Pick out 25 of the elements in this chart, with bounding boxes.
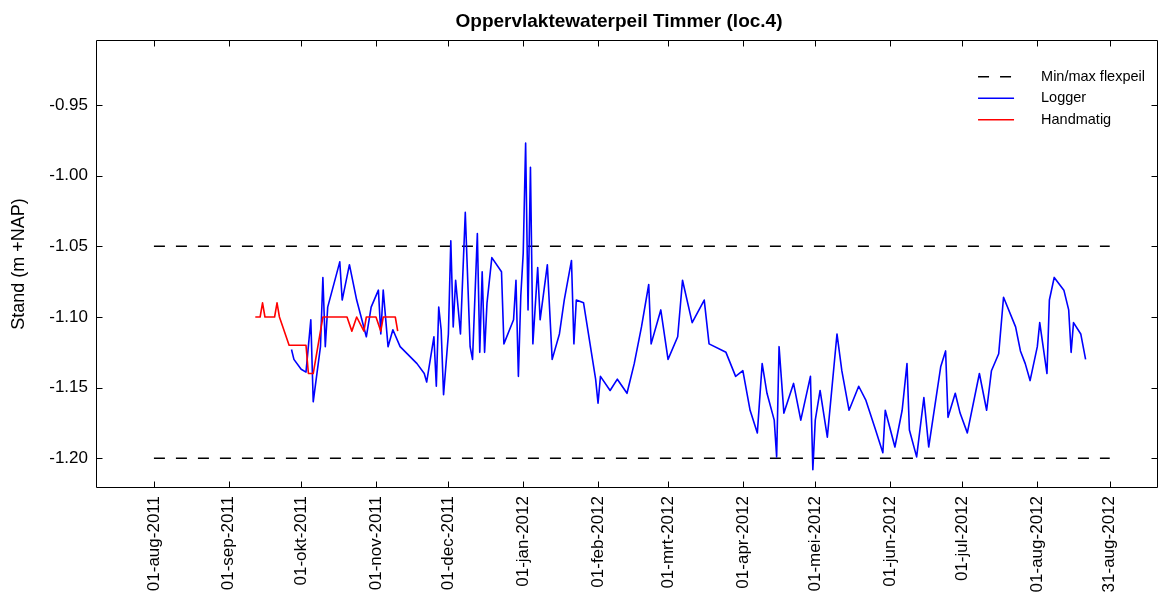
x-tick-label: 01-mrt-2012 xyxy=(657,496,677,589)
y-tick-label: -1.15 xyxy=(49,377,88,397)
x-tick-label: 01-aug-2011 xyxy=(143,496,163,592)
y-tick-label: -1.10 xyxy=(49,306,88,326)
legend-label: Min/max flexpeil xyxy=(1041,67,1145,84)
x-tick-label: 01-jan-2012 xyxy=(512,496,532,587)
chart-title: Oppervlaktewaterpeil Timmer (loc.4) xyxy=(455,10,783,32)
x-tick-label: 01-mei-2012 xyxy=(804,496,824,592)
x-tick-label: 01-aug-2012 xyxy=(1027,496,1047,593)
x-tick-label: 01-sep-2011 xyxy=(218,496,238,591)
x-tick-label: 01-feb-2012 xyxy=(587,496,607,588)
x-tick-label: 01-okt-2011 xyxy=(290,496,310,586)
x-tick-label: 01-jun-2012 xyxy=(879,496,899,587)
y-tick-label: -1.00 xyxy=(49,165,88,185)
x-tick-label: 01-jul-2012 xyxy=(952,496,972,582)
y-tick-label: -1.05 xyxy=(49,236,88,256)
x-tick-label: 01-nov-2011 xyxy=(365,496,385,591)
legend-label: Handmatig xyxy=(1041,110,1112,127)
legend-label: Logger xyxy=(1041,89,1087,106)
y-tick-label: -0.95 xyxy=(49,94,88,114)
y-axis-title: Stand (m +NAP) xyxy=(7,198,28,330)
x-tick-label: 31-aug-2012 xyxy=(1099,496,1119,593)
y-tick-label: -1.20 xyxy=(49,448,88,468)
x-tick-label: 01-dec-2011 xyxy=(438,496,458,591)
x-tick-label: 01-apr-2012 xyxy=(732,496,752,589)
